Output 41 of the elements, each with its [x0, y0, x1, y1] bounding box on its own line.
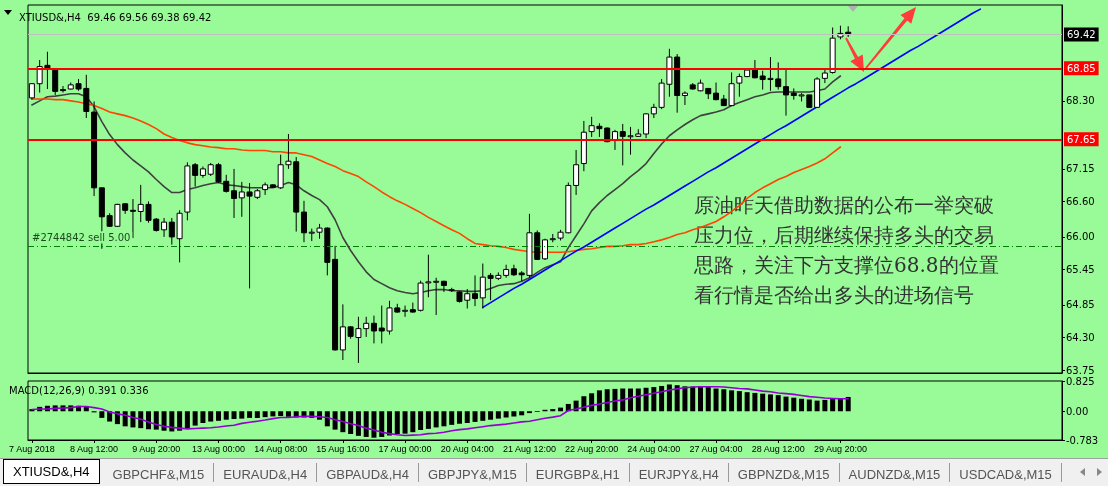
x-tick-label: 9 Aug 20:00 [132, 443, 181, 454]
x-tick-label: 8 Aug 12:00 [70, 443, 119, 454]
text: EURGBP&,H1 [526, 463, 630, 482]
x-tick-label: 27 Aug 04:00 [689, 443, 743, 454]
y-tick-label: 64.85 [1066, 299, 1095, 311]
y-tick-label: 65.45 [1066, 263, 1095, 275]
text: AUDNZD&,M15 [839, 463, 951, 482]
x-tick-label: 13 Aug 00:00 [191, 443, 245, 454]
x-tick-label: 20 Aug 04:00 [440, 443, 494, 454]
y-tick-label: 0.825 [1066, 375, 1095, 387]
text: EURJPY&,H4 [629, 463, 729, 482]
x-tick-label: 14 Aug 08:00 [254, 443, 308, 454]
x-tick-label: 24 Aug 04:00 [627, 443, 681, 454]
ref-line-label: #2744842 sell 5.00 [32, 232, 131, 244]
x-tick-label: 21 Aug 12:00 [502, 443, 556, 454]
text: XTIUSD&,H4 69.46 69.56 69.38 69.42 [19, 11, 212, 23]
y-tick-label: 66.60 [1066, 195, 1095, 207]
chart-title: MACD(12,26,9) 0.391 0.336 [9, 384, 149, 396]
x-tick-label: 22 Aug 20:00 [565, 443, 619, 454]
ref-line-label: 69.42 [1067, 29, 1096, 41]
text: EURAUD&,H4 [214, 463, 318, 482]
ref-line-label: 67.65 [1067, 133, 1096, 145]
text: GBPCHF&,M15 [103, 463, 215, 482]
x-tick-label: 15 Aug 16:00 [316, 443, 370, 454]
x-tick-label: 17 Aug 00:00 [378, 443, 432, 454]
y-tick-label: 67.15 [1066, 163, 1095, 175]
text: GBPJPY&,M15 [418, 463, 527, 482]
ref-line-label: 68.85 [1067, 62, 1096, 74]
y-tick-label: 66.00 [1066, 231, 1095, 243]
y-tick-label: 63.75 [1066, 364, 1095, 376]
y-tick-label: 68.30 [1066, 95, 1095, 107]
x-tick-label: 28 Aug 12:00 [751, 443, 805, 454]
x-tick-label: 29 Aug 20:00 [813, 443, 867, 454]
text: USDCAD&,M15 [950, 463, 1062, 482]
text: GBPAUD&,H4 [317, 463, 419, 482]
y-tick-label: -0.783 [1066, 434, 1099, 446]
text: XTIUSD&,H4 [3, 459, 100, 484]
y-tick-label: 0.00 [1066, 405, 1089, 417]
x-tick-label: 7 Aug 2018 [9, 443, 55, 454]
y-tick-label: 64.30 [1066, 332, 1095, 343]
text: GBPNZD&,M15 [728, 463, 840, 482]
